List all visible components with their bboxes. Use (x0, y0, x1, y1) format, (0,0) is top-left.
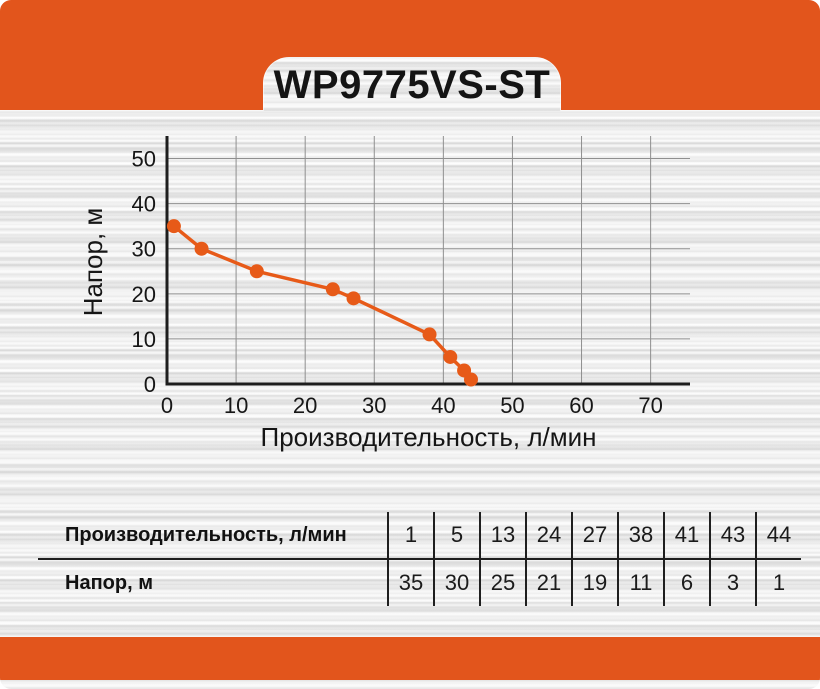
x-tick-label: 60 (569, 393, 593, 418)
x-tick-label: 0 (161, 393, 173, 418)
value-cell: 27 (571, 512, 618, 560)
title-tab: WP9775VS-ST (263, 57, 561, 111)
y-tick-label: 50 (132, 147, 156, 172)
x-tick-label: 40 (431, 393, 455, 418)
x-tick-label: 10 (224, 393, 248, 418)
y-tick-label: 0 (144, 372, 156, 397)
value-cell: 43 (709, 512, 756, 560)
row-label: Производительность, л/мин (38, 512, 388, 560)
value-cell: 1 (755, 559, 801, 606)
value-cell: 13 (479, 512, 526, 560)
value-cell: 38 (617, 512, 664, 560)
value-cell: 3 (709, 559, 756, 606)
value-cell: 44 (755, 512, 801, 560)
row-label: Напор, м (65, 571, 153, 594)
y-tick-label: 30 (132, 237, 156, 262)
data-point (422, 327, 437, 342)
data-point (346, 291, 361, 306)
data-point (194, 241, 209, 256)
data-point (443, 349, 458, 364)
value-cell: 5 (433, 512, 480, 560)
data-point (166, 219, 181, 234)
y-tick-label: 20 (132, 282, 156, 307)
value-cell: 24 (525, 512, 572, 560)
value-cell: 41 (663, 512, 710, 560)
y-tick-label: 10 (132, 327, 156, 352)
data-point (463, 372, 478, 387)
x-tick-label: 30 (362, 393, 386, 418)
value-cell: 35 (387, 559, 434, 606)
spec-table: Производительность, л/мин 1 5 13 24 27 38 41 43 4… (38, 512, 801, 606)
data-point (249, 264, 264, 279)
x-tick-label: 70 (638, 393, 662, 418)
y-tick-label: 40 (132, 192, 156, 217)
table-row: Напор, м 35 30 25 21 19 11 6 3 1 (38, 559, 801, 606)
value-cell: 6 (663, 559, 710, 606)
x-axis-title: Производительность, л/мин (261, 422, 597, 452)
table-row: Производительность, л/мин 1 5 13 24 27 38 41 43 4… (38, 512, 801, 560)
value-cell: 19 (571, 559, 618, 606)
data-point (325, 282, 340, 297)
spec-table-grid: Производительность, л/мин 1 5 13 24 27 38 41 43 4… (38, 512, 801, 606)
x-tick-label: 50 (500, 393, 524, 418)
value-cell: 1 (387, 512, 434, 560)
value-cell: 21 (525, 559, 572, 606)
product-title: WP9775VS-ST (273, 63, 551, 107)
value-cell: 11 (617, 559, 664, 606)
x-tick-label: 20 (293, 393, 317, 418)
value-cell: 25 (479, 559, 526, 606)
footer-band (0, 637, 820, 680)
y-axis-title: Напор, м (78, 208, 108, 317)
value-cell: 30 (433, 559, 480, 606)
